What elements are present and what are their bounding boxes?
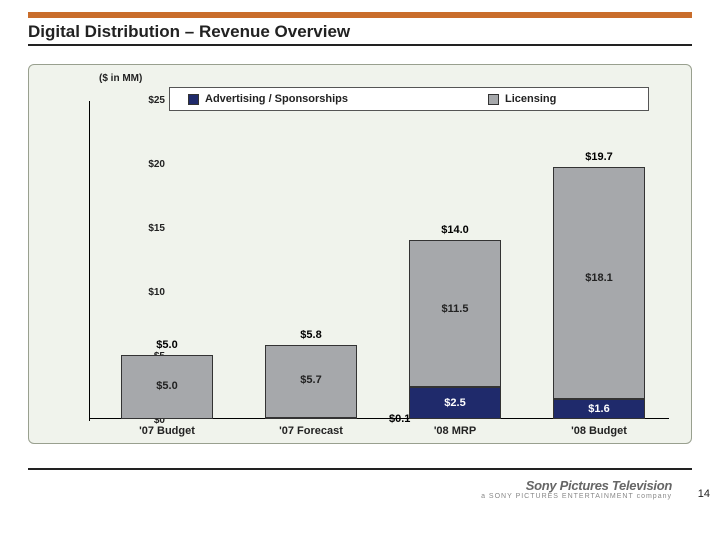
footer-divider <box>28 468 692 470</box>
page-title: Digital Distribution – Revenue Overview <box>28 22 350 41</box>
bar-08-mrp: $2.5 $11.5 $14.0 <box>409 240 501 419</box>
y-tick-label: $20 <box>135 159 165 170</box>
x-tick-label: '08 MRP <box>395 425 515 437</box>
bar-value-label: $2.5 <box>410 397 500 409</box>
x-tick-label: '07 Forecast <box>251 425 371 437</box>
bar-seg-licensing: $5.7 <box>265 345 357 418</box>
bar-seg-licensing: $11.5 <box>409 240 501 387</box>
legend: Advertising / Sponsorships Licensing <box>169 87 649 111</box>
page-number: 14 <box>698 488 710 500</box>
bar-07-forecast: $5.7 $5.8 <box>265 345 357 419</box>
bar-value-label: $18.1 <box>554 272 644 284</box>
x-tick-label: '07 Budget <box>107 425 227 437</box>
legend-item-advertising: Advertising / Sponsorships <box>188 93 348 105</box>
y-tick-label: $15 <box>135 223 165 234</box>
bar-total-label: $5.8 <box>265 329 357 341</box>
legend-label: Licensing <box>505 93 556 105</box>
bar-08-budget: $1.6 $18.1 $19.7 <box>553 167 645 419</box>
footer-brand: Sony Pictures Television a SONY PICTURES… <box>481 478 672 500</box>
bar-value-label: $5.7 <box>266 374 356 386</box>
legend-label: Advertising / Sponsorships <box>205 93 348 105</box>
callout-label: $0.1 <box>389 413 410 425</box>
bar-value-label: $11.5 <box>410 303 500 315</box>
bar-value-label: $1.6 <box>554 403 644 415</box>
legend-item-licensing: Licensing <box>488 93 556 105</box>
x-tick-label: '08 Budget <box>539 425 659 437</box>
accent-bar <box>28 12 692 18</box>
footer-brand-main: Sony Pictures Television <box>481 478 672 493</box>
bar-value-label: $5.0 <box>122 380 212 392</box>
y-tick-label: $25 <box>135 95 165 106</box>
y-axis-unit: ($ in MM) <box>99 73 142 84</box>
bar-total-label: $5.0 <box>121 339 213 351</box>
bar-seg-licensing: $18.1 <box>553 167 645 399</box>
legend-swatch-advertising <box>188 94 199 105</box>
callout-line <box>357 418 387 419</box>
title-row: Digital Distribution – Revenue Overview <box>28 22 692 46</box>
bar-seg-licensing: $5.0 <box>121 355 213 419</box>
bar-total-label: $14.0 <box>409 224 501 236</box>
y-axis-line <box>89 101 90 421</box>
bar-seg-advertising: $2.5 <box>409 387 501 419</box>
bar-total-label: $19.7 <box>553 151 645 163</box>
footer-brand-sub: a SONY PICTURES ENTERTAINMENT company <box>481 493 672 500</box>
legend-swatch-licensing <box>488 94 499 105</box>
bar-seg-advertising: $1.6 <box>553 399 645 419</box>
bar-07-budget: $5.0 $5.0 <box>121 355 213 419</box>
y-tick-label: $10 <box>135 287 165 298</box>
chart-frame: ($ in MM) Advertising / Sponsorships Lic… <box>28 64 692 444</box>
